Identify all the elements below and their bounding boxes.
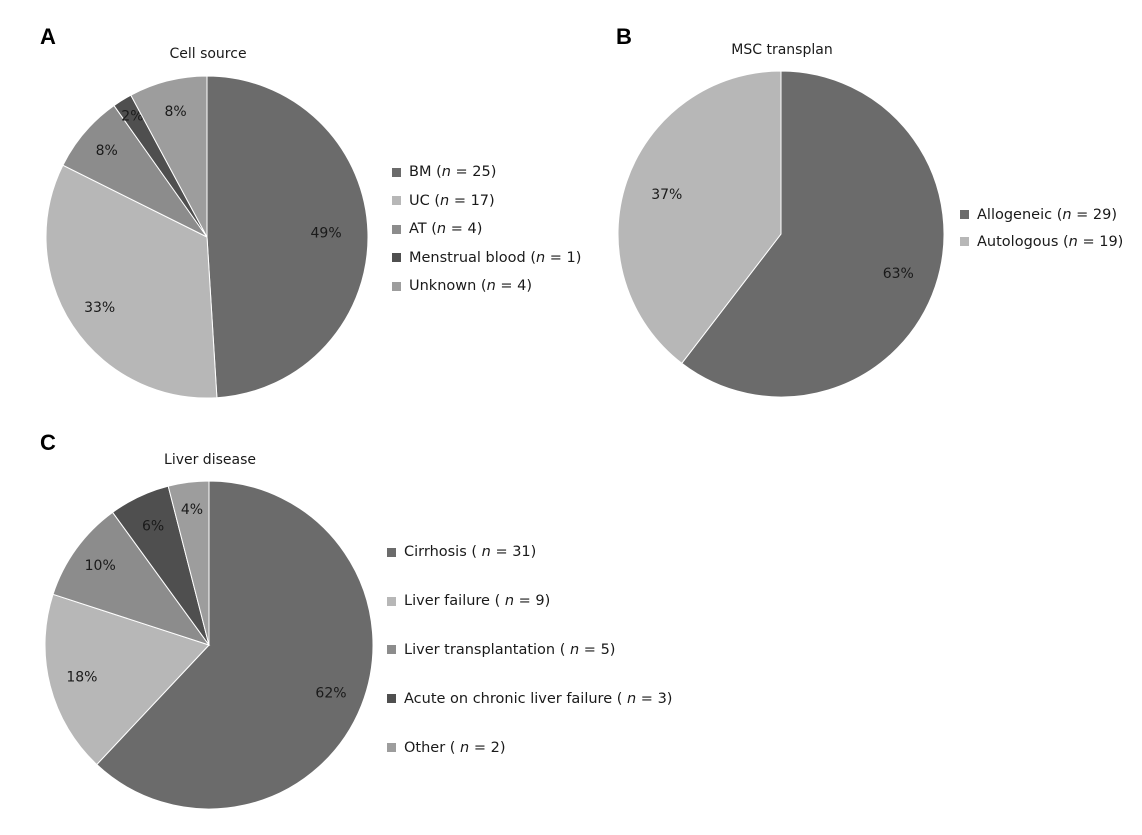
legend-label: UC (n = 17) (409, 192, 495, 209)
pie-slice-uc (45, 164, 218, 399)
legend-liver-disease: Cirrhosis ( n = 31) Liver failure ( n = 9… (387, 528, 672, 772)
legend-label: Unknown (n = 4) (409, 278, 533, 295)
pie-slice-bm (206, 75, 369, 399)
legend-label: Autologous (n = 19) (977, 233, 1124, 250)
slice-percent-label: 4% (181, 502, 203, 518)
slice-percent-label: 6% (142, 518, 164, 534)
legend-label: Allogeneic (n = 29) (977, 206, 1118, 223)
panel-letter-b: B (616, 24, 632, 49)
legend-swatch (392, 253, 401, 263)
chart-title-b: MSC transplan (731, 42, 833, 58)
legend-swatch (960, 210, 969, 219)
pie-slice-autologous (617, 70, 782, 365)
legend-item: Other ( n = 2) (387, 723, 672, 772)
legend-swatch (392, 281, 401, 291)
chart-title-c: Liver disease (164, 452, 256, 468)
pie-slice-unknown (130, 75, 208, 238)
legend-label: Acute on chronic liver failure ( n = 3) (404, 690, 673, 707)
legend-item: BM (n = 25) (392, 158, 581, 187)
legend-swatch (387, 743, 396, 753)
legend-item: UC (n = 17) (392, 187, 581, 216)
pie-slice-allogeneic (681, 70, 945, 398)
legend-label: Cirrhosis ( n = 31) (404, 544, 537, 561)
pie-slice-cirrhosis (96, 480, 374, 810)
pie-slice-liver-transplantation (52, 511, 211, 646)
legend-swatch (392, 196, 401, 206)
legend-swatch (387, 645, 396, 655)
slice-percent-label: 49% (311, 225, 342, 241)
legend-item: Unknown (n = 4) (392, 272, 581, 301)
pie-slice-other (167, 480, 210, 646)
legend-swatch (387, 694, 396, 704)
legend-swatch (392, 224, 401, 234)
legend-label: Other ( n = 2) (404, 739, 506, 756)
legend-swatch (387, 596, 396, 606)
legend-item: Autologous (n = 19) (960, 228, 1123, 255)
legend-item: Liver transplantation ( n = 5) (387, 626, 672, 675)
slice-percent-label: 10% (85, 558, 116, 574)
legend-item: AT (n = 4) (392, 215, 581, 244)
legend-item: Acute on chronic liver failure ( n = 3) (387, 674, 672, 723)
slice-percent-label: 33% (84, 300, 115, 316)
slice-percent-label: 2% (121, 109, 143, 125)
legend-label: Menstrual blood (n = 1) (409, 249, 582, 266)
pie-slice-liver-failure (44, 593, 210, 766)
legend-swatch (960, 237, 969, 246)
chart-title-a: Cell source (169, 46, 247, 62)
legend-label: Liver failure ( n = 9) (404, 593, 551, 610)
panel-letter-c: C (40, 430, 56, 455)
legend-swatch (392, 167, 401, 177)
legend-label: AT (n = 4) (409, 221, 483, 238)
legend-cell-source: BM (n = 25) UC (n = 17) AT (n = 4) Menstrua… (392, 158, 581, 301)
slice-percent-label: 18% (66, 670, 97, 686)
slice-percent-label: 63% (883, 266, 914, 282)
slice-percent-label: 8% (164, 104, 186, 120)
legend-msc-transplant: Allogeneic (n = 29) Autologous (n = 19) (960, 201, 1123, 255)
legend-item: Cirrhosis ( n = 31) (387, 528, 672, 577)
legend-item: Liver failure ( n = 9) (387, 577, 672, 626)
legend-label: BM (n = 25) (409, 164, 497, 181)
legend-item: Allogeneic (n = 29) (960, 201, 1123, 228)
legend-swatch (387, 547, 396, 557)
legend-label: Liver transplantation ( n = 5) (404, 641, 616, 658)
slice-percent-label: 62% (315, 685, 346, 701)
slice-percent-label: 37% (651, 187, 682, 203)
legend-item: Menstrual blood (n = 1) (392, 244, 581, 273)
slice-percent-label: 8% (96, 143, 118, 159)
panel-letter-a: A (40, 24, 56, 49)
